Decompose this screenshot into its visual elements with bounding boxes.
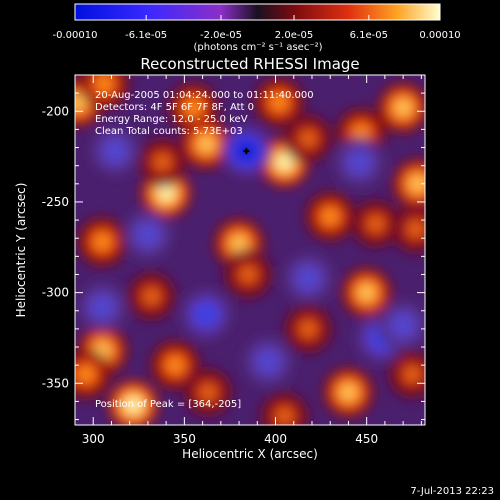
blob-ring xyxy=(408,222,423,237)
heatmap-blob xyxy=(77,325,128,376)
heatmap-blob xyxy=(323,367,374,418)
blob-ring xyxy=(232,236,247,251)
heatmap-blob xyxy=(126,271,177,322)
blob-ring xyxy=(405,367,420,382)
plot-area xyxy=(75,75,425,425)
blob-ring xyxy=(144,289,159,304)
colorbar-units: (photons cm⁻² s⁻¹ asec⁻²) xyxy=(193,42,322,53)
chart-title: Reconstructed RHESSI Image xyxy=(140,55,359,73)
heatmap-blob xyxy=(108,380,159,425)
heatmap-blob xyxy=(305,191,356,242)
blob-ring xyxy=(368,216,383,231)
heatmap-blob xyxy=(243,336,294,387)
heatmap-blob xyxy=(223,249,274,300)
colorbar-tick-label: -2.0e-05 xyxy=(200,30,242,41)
blob-ring xyxy=(201,385,216,400)
blob-ring xyxy=(199,307,214,322)
annotation-line: Energy Range: 12.0 - 25.0 keV xyxy=(95,114,248,125)
heatmap-blob xyxy=(90,126,141,177)
x-tick-label: 300 xyxy=(82,432,105,446)
blob-ring xyxy=(97,77,112,92)
blob-ring xyxy=(95,300,110,315)
heatmap-blob xyxy=(181,289,232,340)
heatmap-blob xyxy=(350,198,401,249)
blob-ring xyxy=(78,367,93,382)
blob-ring xyxy=(323,209,338,224)
y-tick-label: -250 xyxy=(42,195,69,209)
blob-ring xyxy=(261,354,276,369)
blob-ring xyxy=(354,126,369,141)
blob-ring xyxy=(241,267,256,282)
blob-ring xyxy=(410,176,425,191)
blob-ring xyxy=(140,227,155,242)
heatmap-blob xyxy=(75,349,111,400)
annotation-line: Clean Total counts: 5.73E+03 xyxy=(95,126,243,137)
heatmap-blob xyxy=(334,137,385,188)
plot-frame xyxy=(74,74,426,426)
blob-ring xyxy=(301,131,316,146)
x-tick-label: 450 xyxy=(355,432,378,446)
peak-marker xyxy=(243,148,250,155)
heatmap-blob xyxy=(254,77,305,128)
peak-position-label: Position of Peak = [364,-205] xyxy=(95,399,241,410)
blob-ring xyxy=(301,271,316,286)
heatmap-blob xyxy=(283,303,334,354)
heatmap-blob xyxy=(181,118,232,169)
heatmap-blob xyxy=(150,340,201,391)
blob-ring xyxy=(352,155,367,170)
blob-ring xyxy=(159,185,174,200)
blob-ring xyxy=(199,136,214,151)
colorbar-tick-label: 2.0e-05 xyxy=(275,30,313,41)
blob-ring xyxy=(396,318,411,333)
axis-ticks: 300 350 400 450 -200 -250 -300 -350 xyxy=(42,74,425,446)
heatmap-blobs xyxy=(75,75,425,425)
blob-ring xyxy=(277,155,292,170)
colorbar-tick-label: 6.1e-05 xyxy=(350,30,388,41)
heatmap-blob xyxy=(392,158,425,209)
annotations: 20-Aug-2005 01:04:24.000 to 01:11:40.000… xyxy=(95,90,314,137)
heatmap-blob xyxy=(283,253,334,304)
colorbar-tick-label: 0.00010 xyxy=(419,30,460,41)
blob-ring xyxy=(75,95,86,110)
heatmap-blob xyxy=(77,282,128,333)
blob-ring xyxy=(95,234,110,249)
heatmap-blob xyxy=(77,216,128,267)
heatmap-blob xyxy=(137,137,188,188)
blob-ring xyxy=(126,398,141,413)
colorbar xyxy=(74,3,441,21)
blob-ring xyxy=(186,100,201,115)
heatmap-blob xyxy=(79,75,130,110)
blob-ring xyxy=(341,385,356,400)
timestamp: 7-Jul-2013 22:23 xyxy=(410,486,494,497)
x-tick-label: 350 xyxy=(173,432,196,446)
y-tick-label: -350 xyxy=(42,376,69,390)
x-tick-label: 400 xyxy=(264,432,287,446)
y-axis-label: Heliocentric Y (arcsec) xyxy=(14,183,28,318)
blob-ring xyxy=(108,144,123,159)
blob-ring xyxy=(272,95,287,110)
colorbar-ticks xyxy=(74,15,441,20)
y-tick-label: -300 xyxy=(42,286,69,300)
blob-ring xyxy=(301,321,316,336)
heatmap-blob xyxy=(283,113,334,164)
heatmap-blob xyxy=(378,82,425,133)
blob-ring xyxy=(168,358,183,373)
blob-ring xyxy=(396,100,411,115)
colorbar-tick-label: -0.00010 xyxy=(53,30,98,41)
colorbar-tick-label: -6.1e-05 xyxy=(125,30,167,41)
blob-ring xyxy=(155,155,170,170)
heatmap-blob xyxy=(341,267,392,318)
blob-ring xyxy=(359,285,374,300)
annotation-line: 20-Aug-2005 01:04:24.000 to 01:11:40.000 xyxy=(95,90,314,101)
heatmap-blob xyxy=(259,390,310,425)
colorbar-tick-labels: -0.00010 -6.1e-05 -2.0e-05 2.0e-05 6.1e-05 0.… xyxy=(53,30,461,41)
heatmap-blob xyxy=(122,209,173,260)
annotation-line: Detectors: 4F 5F 6F 7F 8F, Att 0 xyxy=(95,102,254,113)
heatmap-blob xyxy=(183,367,234,418)
y-tick-label: -200 xyxy=(42,104,69,118)
blob-ring xyxy=(277,408,292,423)
heatmap-blob xyxy=(378,300,425,351)
x-axis-label: Heliocentric X (arcsec) xyxy=(182,447,318,461)
